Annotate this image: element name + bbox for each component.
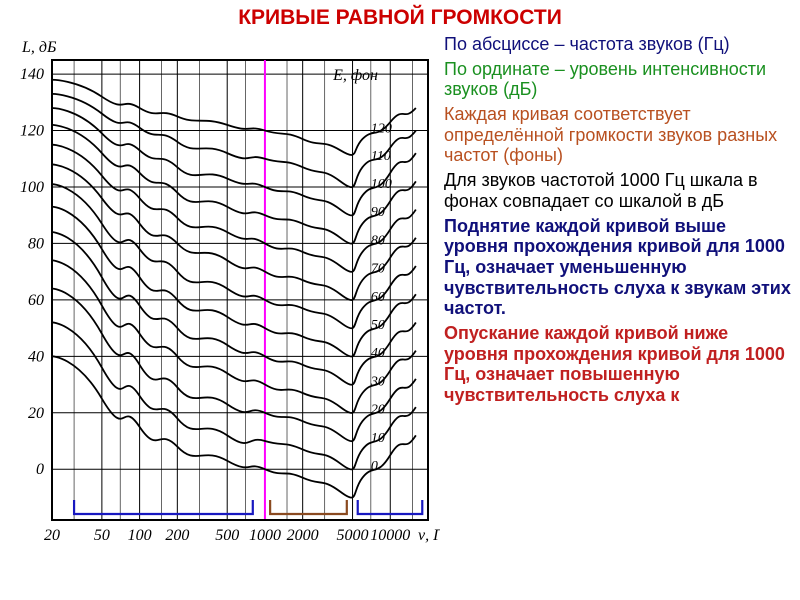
svg-text:200: 200 (165, 527, 189, 544)
equal-loudness-chart: 020406080100120140L, дБ20501002005001000… (0, 30, 440, 580)
svg-text:0: 0 (371, 459, 378, 474)
svg-text:90: 90 (371, 205, 385, 220)
svg-text:L, дБ: L, дБ (21, 39, 57, 56)
svg-text:1000: 1000 (249, 527, 281, 544)
svg-text:100: 100 (371, 177, 392, 192)
svg-text:120: 120 (371, 121, 392, 136)
explanation-paragraph: Каждая кривая соответствует определённой… (444, 104, 792, 166)
svg-text:20: 20 (44, 527, 60, 544)
svg-text:120: 120 (20, 123, 44, 140)
svg-text:50: 50 (94, 527, 110, 544)
svg-text:5000: 5000 (337, 527, 369, 544)
svg-text:100: 100 (128, 527, 152, 544)
svg-text:0: 0 (36, 461, 44, 478)
legend-text-column: По абсциссе – частота звуков (Гц) По орди… (440, 30, 800, 580)
svg-text:80: 80 (28, 235, 44, 252)
page-title: КРИВЫЕ РАВНОЙ ГРОМКОСТИ (0, 0, 800, 30)
chart-container: 020406080100120140L, дБ20501002005001000… (0, 30, 440, 580)
svg-text:20: 20 (371, 403, 385, 418)
svg-text:ν, Гц: ν, Гц (418, 527, 440, 544)
svg-text:100: 100 (20, 179, 44, 196)
svg-text:10: 10 (371, 431, 385, 446)
svg-text:60: 60 (28, 292, 44, 309)
svg-text:E, фон: E, фон (332, 67, 378, 84)
explanation-paragraph: Для звуков частотой 1000 Гц шкала в фона… (444, 170, 792, 211)
svg-text:60: 60 (371, 290, 385, 305)
svg-text:40: 40 (28, 348, 44, 365)
svg-text:110: 110 (371, 149, 391, 164)
svg-text:10000: 10000 (370, 527, 410, 544)
svg-text:40: 40 (371, 346, 385, 361)
main-layout: 020406080100120140L, дБ20501002005001000… (0, 30, 800, 580)
svg-text:2000: 2000 (287, 527, 319, 544)
explanation-paragraph: По абсциссе – частота звуков (Гц) (444, 34, 792, 55)
svg-text:140: 140 (20, 66, 44, 83)
explanation-paragraph: Поднятие каждой кривой выше уровня прохо… (444, 216, 792, 319)
svg-text:500: 500 (215, 527, 239, 544)
explanation-paragraph: По ординате – уровень интенсивности звук… (444, 59, 792, 100)
svg-text:20: 20 (28, 405, 44, 422)
svg-text:70: 70 (371, 262, 385, 277)
svg-text:80: 80 (371, 233, 385, 248)
svg-text:30: 30 (370, 374, 385, 389)
svg-text:50: 50 (371, 318, 385, 333)
explanation-paragraph: Опускание каждой кривой ниже уровня прох… (444, 323, 792, 406)
